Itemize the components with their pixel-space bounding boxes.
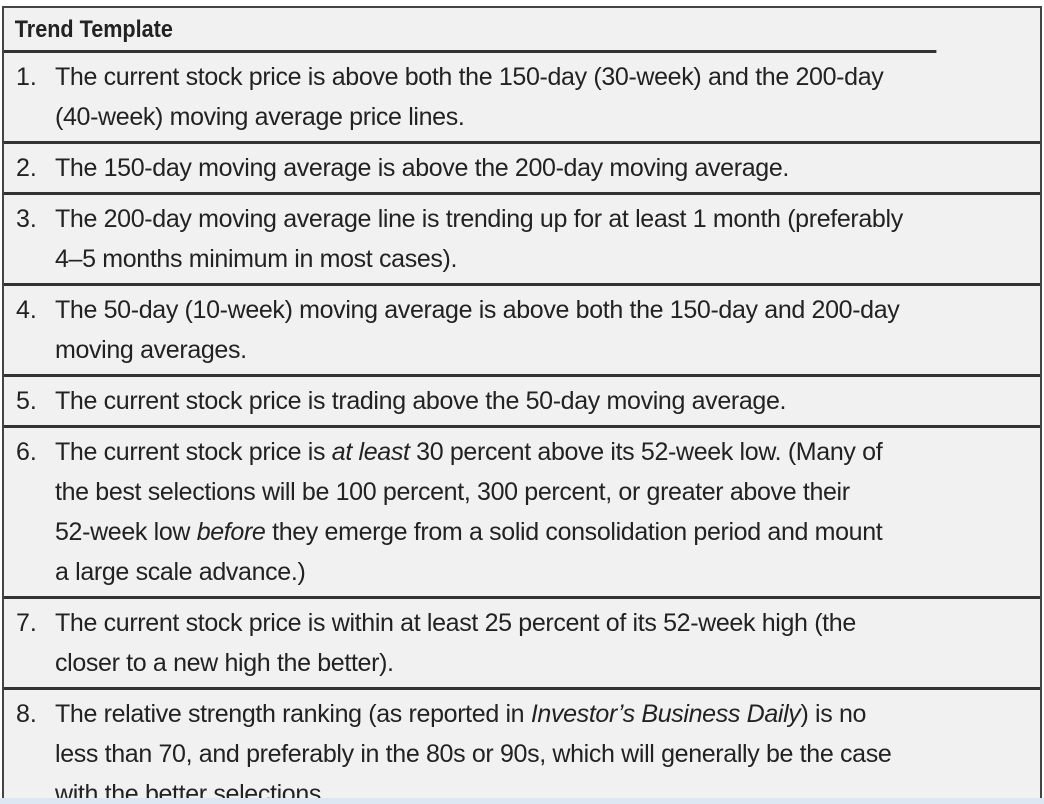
text-line: the best selections will be 100 percent,… <box>55 472 1040 512</box>
text-segment: 30 percent above its 52-week low. (Many … <box>409 438 883 466</box>
item-text: The current stock price is within at lea… <box>55 603 1040 683</box>
item-number: 3. <box>16 205 37 233</box>
text-segment: The current stock price is within at lea… <box>55 609 856 637</box>
item-text: The current stock price is above both th… <box>55 57 1040 137</box>
text-line: The relative strength ranking (as report… <box>55 694 1040 734</box>
text-segment: they emerge from a solid consolidation p… <box>265 518 883 546</box>
item-text: The relative strength ranking (as report… <box>55 694 1040 800</box>
item-number: 2. <box>16 154 37 182</box>
bottom-stripe <box>0 798 1044 804</box>
text-line: The 200-day moving average line is trend… <box>55 199 1040 239</box>
table-row: 7. The current stock price is within at l… <box>4 599 1040 690</box>
table-row: 4. The 50-day (10-week) moving average is… <box>4 286 1040 377</box>
text-segment: less than 70, and preferably in the 80s … <box>55 740 892 768</box>
table-title: Trend Template <box>4 8 937 53</box>
table-row: 8. The relative strength ranking (as repo… <box>4 690 1040 800</box>
italic-text: before <box>196 518 266 546</box>
text-line: (40-week) moving average price lines. <box>55 97 1040 137</box>
item-number: 1. <box>16 63 37 91</box>
item-number: 6. <box>16 438 37 466</box>
table-row: 2. The 150-day moving average is above th… <box>4 144 1040 195</box>
item-text: The current stock price is trading above… <box>55 381 1040 421</box>
item-text: The 150-day moving average is above the … <box>55 148 1040 188</box>
table-row: 5. The current stock price is trading abo… <box>4 377 1040 428</box>
text-segment: The 200-day moving average line is trend… <box>55 205 903 233</box>
italic-text: Investor’s Business Daily <box>530 700 801 728</box>
text-segment: ) is no <box>800 700 867 728</box>
item-text: The current stock price is at least 30 p… <box>55 432 1040 592</box>
text-line: The current stock price is within at lea… <box>55 603 1040 643</box>
text-segment: moving averages. <box>55 336 247 364</box>
text-line: 52-week low before they emerge from a so… <box>55 512 1040 552</box>
text-line: with the better selections. <box>55 774 1040 800</box>
text-line: The 50-day (10-week) moving average is a… <box>55 290 1040 330</box>
italic-text: at least <box>331 438 410 466</box>
text-segment: 52-week low <box>55 518 197 546</box>
text-line: The current stock price is at least 30 p… <box>55 432 1040 472</box>
item-text: The 200-day moving average line is trend… <box>55 199 1040 279</box>
text-line: 4–5 months minimum in most cases). <box>55 239 1040 279</box>
text-segment: The current stock price is <box>55 438 332 466</box>
text-segment: a large scale advance.) <box>55 558 306 586</box>
text-line: The current stock price is trading above… <box>55 381 1040 421</box>
text-line: The 150-day moving average is above the … <box>55 148 1040 188</box>
table-row: 6. The current stock price is at least 30… <box>4 428 1040 599</box>
text-line: a large scale advance.) <box>55 552 1040 592</box>
text-line: The current stock price is above both th… <box>55 57 1040 97</box>
text-segment: the best selections will be 100 percent,… <box>55 478 850 506</box>
text-segment: (40-week) moving average price lines. <box>55 103 465 131</box>
text-segment: closer to a new high the better). <box>55 649 394 677</box>
text-segment: The current stock price is above both th… <box>55 63 884 91</box>
item-text: The 50-day (10-week) moving average is a… <box>55 290 1040 370</box>
text-line: closer to a new high the better). <box>55 643 1040 683</box>
text-segment: The current stock price is trading above… <box>55 387 787 415</box>
text-line: less than 70, and preferably in the 80s … <box>55 734 1040 774</box>
table: Trend Template 1. The current stock price… <box>2 6 1042 800</box>
text-line: moving averages. <box>55 330 1040 370</box>
table-row: 1. The current stock price is above both … <box>4 53 1040 144</box>
item-number: 7. <box>16 609 37 637</box>
item-number: 4. <box>16 296 37 324</box>
item-number: 5. <box>16 387 37 415</box>
text-segment: with the better selections. <box>55 780 328 800</box>
text-segment: The relative strength ranking (as report… <box>55 700 531 728</box>
text-segment: The 50-day (10-week) moving average is a… <box>55 296 900 324</box>
text-segment: 4–5 months minimum in most cases). <box>55 245 458 273</box>
table-row: 3. The 200-day moving average line is tre… <box>4 195 1040 286</box>
item-number: 8. <box>16 700 37 728</box>
text-segment: The 150-day moving average is above the … <box>55 154 789 182</box>
